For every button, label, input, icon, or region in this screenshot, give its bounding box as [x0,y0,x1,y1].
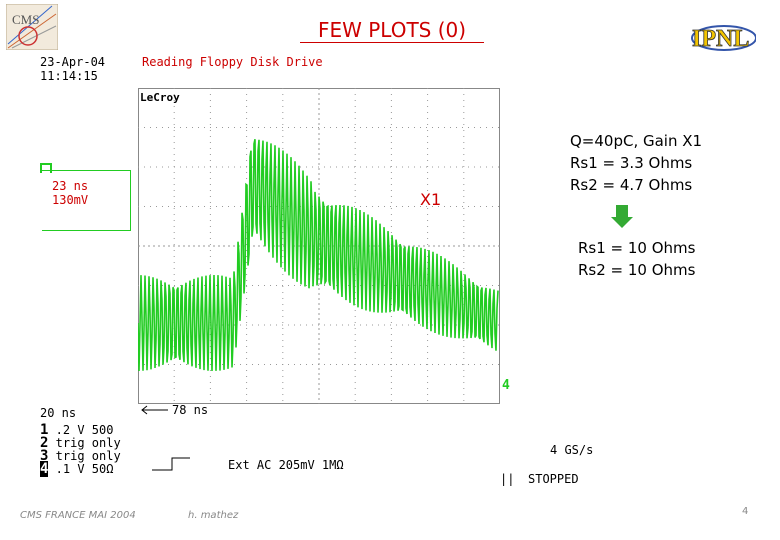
channel-setting: trig only [55,449,121,463]
channel-box-timediv: 23 ns [52,179,89,193]
footer-author: h. mathez [188,510,239,521]
down-arrow-icon [611,205,633,233]
channel-box: 23 ns 130mV [40,163,131,231]
sample-rate: 4 GS/s [550,443,594,457]
trace-label-x1: X1 [420,190,442,209]
channel-row: 1 .2 V 500 [40,422,121,438]
channel-box-voltdiv: 130mV [52,193,89,207]
note-line: Rs2 = 4.7 Ohms [570,176,693,194]
acquisition-state: STOPPED [528,472,579,486]
cms-logo-graphic: CMS [5,3,59,51]
cms-logo-text: CMS [12,12,39,27]
channel-number: 3 [40,448,49,464]
note-line: Rs2 = 10 Ohms [578,261,696,279]
channel-row: 4 .1 V 50Ω [40,461,121,477]
trigger-edge-icon [152,456,192,476]
timebase-arrow-value: 78 ns [172,403,209,417]
channel-marker [40,163,52,173]
channel-number: 4 [40,461,49,477]
scope-date: 23-Apr-04 [40,55,106,69]
channel-setting: .2 V 500 [55,423,114,437]
scope-trace [137,139,499,372]
channel-number: 1 [40,422,49,438]
ipnl-logo-graphic: IPNL [691,25,757,52]
trigger-setting: Ext AC 205mV 1MΩ [228,458,344,472]
trace-end-marker: 4 [502,378,510,393]
footer-left: CMS FRANCE MAI 2004 [20,510,136,521]
channel-setting: trig only [55,436,121,450]
timebase-arrow: 78 ns [140,403,230,417]
ipnl-logo: IPNL [688,12,757,58]
channel-row: 2 trig only [40,435,121,451]
note-line: Q=40pC, Gain X1 [570,132,703,150]
channel-row: 3 trig only [40,448,121,464]
scope-time: 11:14:15 [40,69,98,83]
page-title: FEW PLOTS (0) [300,18,484,43]
timebase-label: 20 ns [40,406,77,420]
notes-before: Q=40pC, Gain X1 Rs1 = 3.3 Ohms Rs2 = 4.7… [570,130,702,196]
channel-number: 2 [40,435,49,451]
left-arrow-icon [141,405,168,415]
channel-setting: .1 V 50Ω [55,462,114,476]
pause-icon: || [500,472,515,486]
cms-logo: CMS [5,3,59,51]
note-line: Rs1 = 10 Ohms [578,239,696,257]
notes-after: Rs1 = 10 Ohms Rs2 = 10 Ohms [578,237,695,281]
ipnl-logo-text: IPNL [692,26,749,52]
page-number: 4 [742,506,749,517]
scope-status-line: Reading Floppy Disk Drive [142,55,323,69]
lecroy-brand: LeCroy [140,91,180,104]
scope-plot: LeCroy [137,88,500,404]
scope-screen: LeCroy [137,88,500,404]
channel-list: 1 .2 V 500 2 trig only 3 trig only 4 .1 … [40,422,121,477]
note-line: Rs1 = 3.3 Ohms [570,154,693,172]
